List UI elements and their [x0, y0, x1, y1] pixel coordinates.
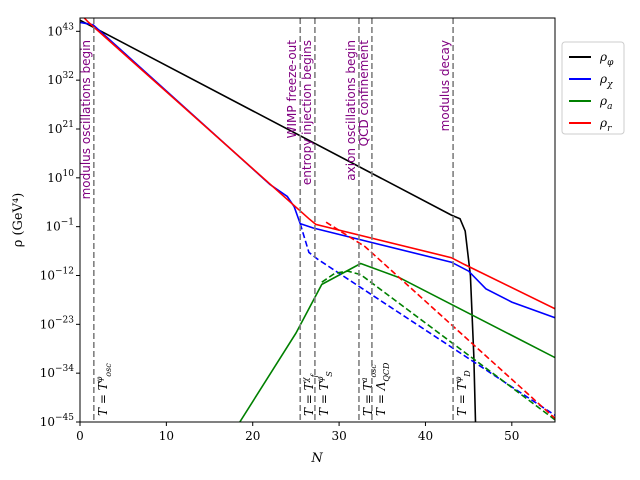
y-tick-label: 10−34 — [40, 364, 75, 380]
legend-label: ρa — [599, 94, 612, 112]
y-tick-label: 1043 — [47, 22, 74, 38]
legend: ρφ ρχ ρa ρr — [561, 41, 625, 135]
event-label: QCD confinement — [357, 40, 371, 147]
event-temp-label: T = TφS — [316, 371, 334, 416]
x-tick-label: 50 — [504, 429, 519, 443]
x-tick-label: 40 — [418, 429, 433, 443]
legend-label: ρχ — [599, 72, 613, 90]
legend-label: ρr — [599, 116, 612, 134]
plot-frame — [79, 17, 556, 423]
y-axis-label: ρ (GeV⁴) — [11, 193, 26, 248]
x-tick-label: 0 — [76, 429, 84, 443]
event-label: modulus oscillations begin — [79, 40, 93, 199]
dashed-series-line-0 — [299, 223, 555, 416]
x-tick-label: 20 — [245, 429, 260, 443]
dashed-series-line-2 — [325, 221, 555, 419]
x-tick-label: 10 — [159, 429, 174, 443]
event-temp-label: T = Tφosc — [95, 363, 113, 416]
series-line-3 — [83, 18, 555, 310]
event-temp-label: T = ΛQCD — [374, 362, 391, 416]
x-axis-label: N — [310, 451, 323, 466]
legend-label: ρφ — [599, 50, 614, 68]
y-tick-label: 1032 — [47, 71, 74, 87]
y-tick-label: 10−23 — [40, 315, 75, 331]
series-line-2 — [239, 262, 555, 422]
event-temp-label: T = TφD — [454, 370, 472, 416]
event-label: axion oscillations begin — [344, 40, 358, 181]
legend-box — [561, 41, 625, 135]
series-line-0 — [80, 19, 477, 422]
y-tick-label: 10−12 — [40, 266, 74, 282]
y-tick-label: 1010 — [47, 169, 74, 185]
event-temp-label: T = Tχf — [301, 372, 319, 416]
y-tick-label: 10−45 — [40, 413, 75, 429]
x-tick-label: 30 — [331, 429, 346, 443]
event-label: entropy injection begins — [300, 40, 314, 185]
y-tick-label: 1021 — [47, 120, 74, 136]
dashed-series-line-1 — [321, 270, 555, 421]
event-label: WIMP freeze-out — [285, 40, 299, 139]
y-tick-label: 10−1 — [45, 218, 74, 234]
event-label: modulus decay — [438, 40, 452, 131]
